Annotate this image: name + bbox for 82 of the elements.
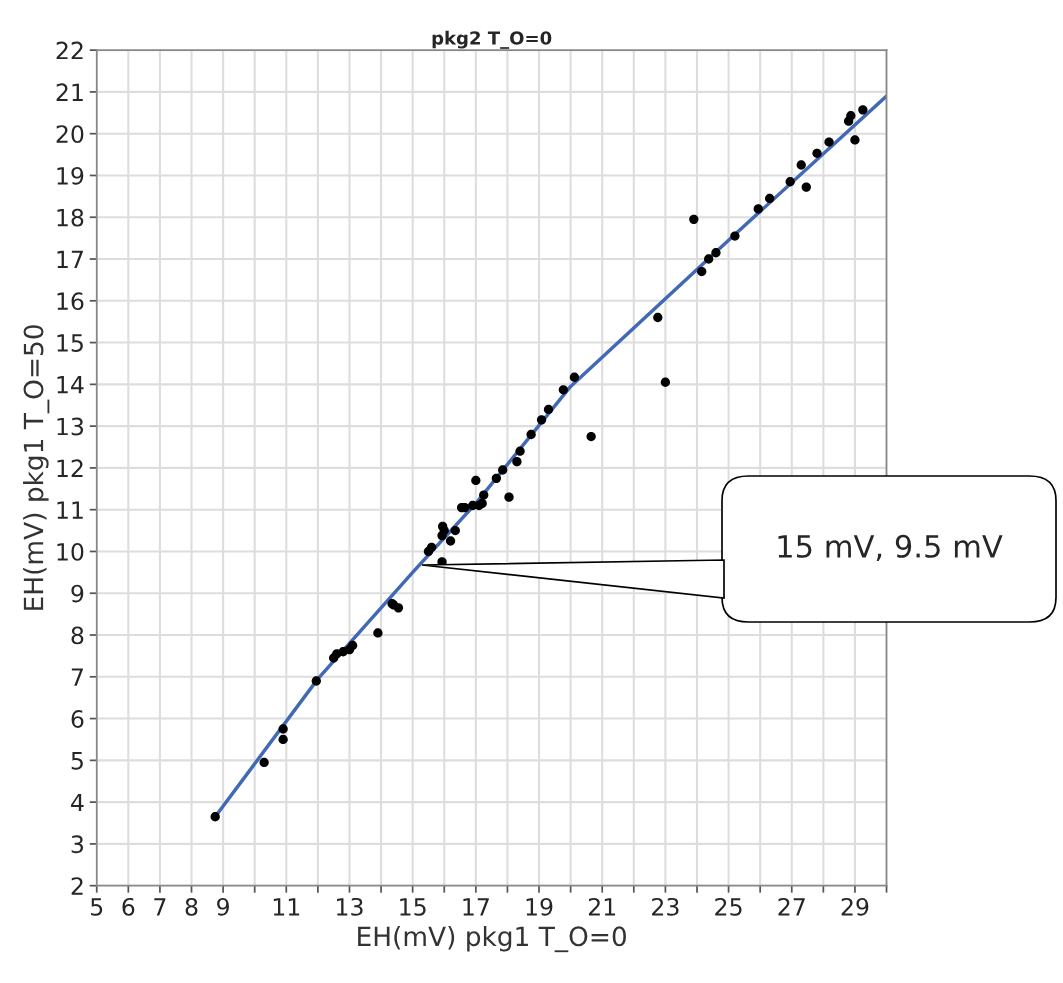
point [558, 385, 569, 395]
y-tick-label: 4 [71, 793, 84, 812]
point [471, 475, 481, 486]
x-tick-label: 5 [91, 898, 103, 916]
y-tick-label: 13 [57, 417, 84, 436]
point [278, 724, 288, 734]
x-tick-label: 19 [526, 897, 553, 916]
y-tick-label: 7 [71, 668, 83, 686]
x-tick-label: 17 [463, 898, 489, 916]
y-tick-label: 8 [71, 626, 84, 645]
point [697, 266, 707, 277]
point [437, 530, 447, 541]
annotation: 15 mV, 9.5 mV [778, 534, 1003, 561]
y-tick-label: 21 [56, 83, 83, 101]
point [210, 812, 220, 822]
point [512, 456, 522, 467]
x-tick-label: 9 [217, 897, 229, 916]
point [801, 182, 811, 192]
point [586, 431, 596, 442]
point [704, 254, 714, 264]
y-tick-label: 19 [57, 166, 84, 185]
x-tick-label: 13 [337, 897, 363, 916]
x-tick-label: 8 [185, 897, 198, 916]
point [498, 465, 508, 475]
point [785, 177, 795, 187]
point [491, 473, 502, 484]
y-tick-label: 17 [57, 250, 83, 268]
chart-title: pkg2 T_O=0 [432, 30, 552, 49]
point [764, 193, 775, 204]
x-axis-title: EH(mV) pkg1 T_O=0 [358, 925, 626, 953]
point [653, 312, 663, 323]
x-tick-label: 7 [154, 898, 166, 916]
y-tick-label: 12 [57, 459, 83, 477]
point [689, 214, 699, 224]
point [753, 204, 763, 214]
y-tick-label: 10 [57, 542, 84, 561]
x-tick-label: 11 [273, 898, 300, 916]
x-tick-label: 6 [122, 897, 135, 916]
point [426, 542, 437, 552]
y-tick-label: 11 [57, 501, 83, 519]
point [526, 429, 536, 440]
y-tick-label: 22 [56, 41, 83, 60]
point [796, 160, 806, 170]
x-tick-label: 29 [841, 897, 869, 916]
point [824, 137, 834, 147]
point [711, 248, 721, 258]
point [515, 446, 525, 456]
point [850, 135, 860, 145]
point [479, 490, 489, 500]
y-tick-label: 2 [71, 877, 83, 895]
y-tick-label: 20 [56, 125, 84, 143]
point [278, 734, 288, 745]
point [347, 640, 358, 651]
point [450, 525, 460, 536]
y-tick-label: 15 [57, 334, 83, 352]
x-tick-label: 21 [588, 897, 616, 916]
point [445, 536, 456, 546]
y-tick-label: 18 [57, 208, 84, 227]
point [536, 415, 547, 425]
point [543, 404, 554, 415]
point [812, 148, 822, 158]
y-tick-label: 3 [71, 835, 84, 854]
x-tick-label: 27 [778, 897, 805, 916]
x-tick-label: 23 [652, 897, 679, 916]
point [569, 372, 580, 382]
y-tick-label: 6 [71, 710, 84, 728]
y-tick-label: 14 [57, 376, 84, 394]
y-tick-label: 9 [71, 584, 84, 603]
point [660, 377, 671, 387]
point [504, 492, 514, 502]
point [311, 676, 321, 686]
point [373, 628, 383, 638]
point [858, 105, 868, 115]
x-tick-label: 15 [400, 898, 426, 916]
point [259, 757, 269, 768]
y-axis-title: EH(mV) pkg1 T_O=50 [23, 325, 50, 610]
point [730, 231, 740, 241]
point [843, 116, 854, 126]
y-tick-label: 5 [71, 752, 83, 770]
x-tick-label: 25 [715, 897, 742, 916]
point [393, 603, 404, 613]
y-tick-label: 16 [57, 292, 84, 311]
